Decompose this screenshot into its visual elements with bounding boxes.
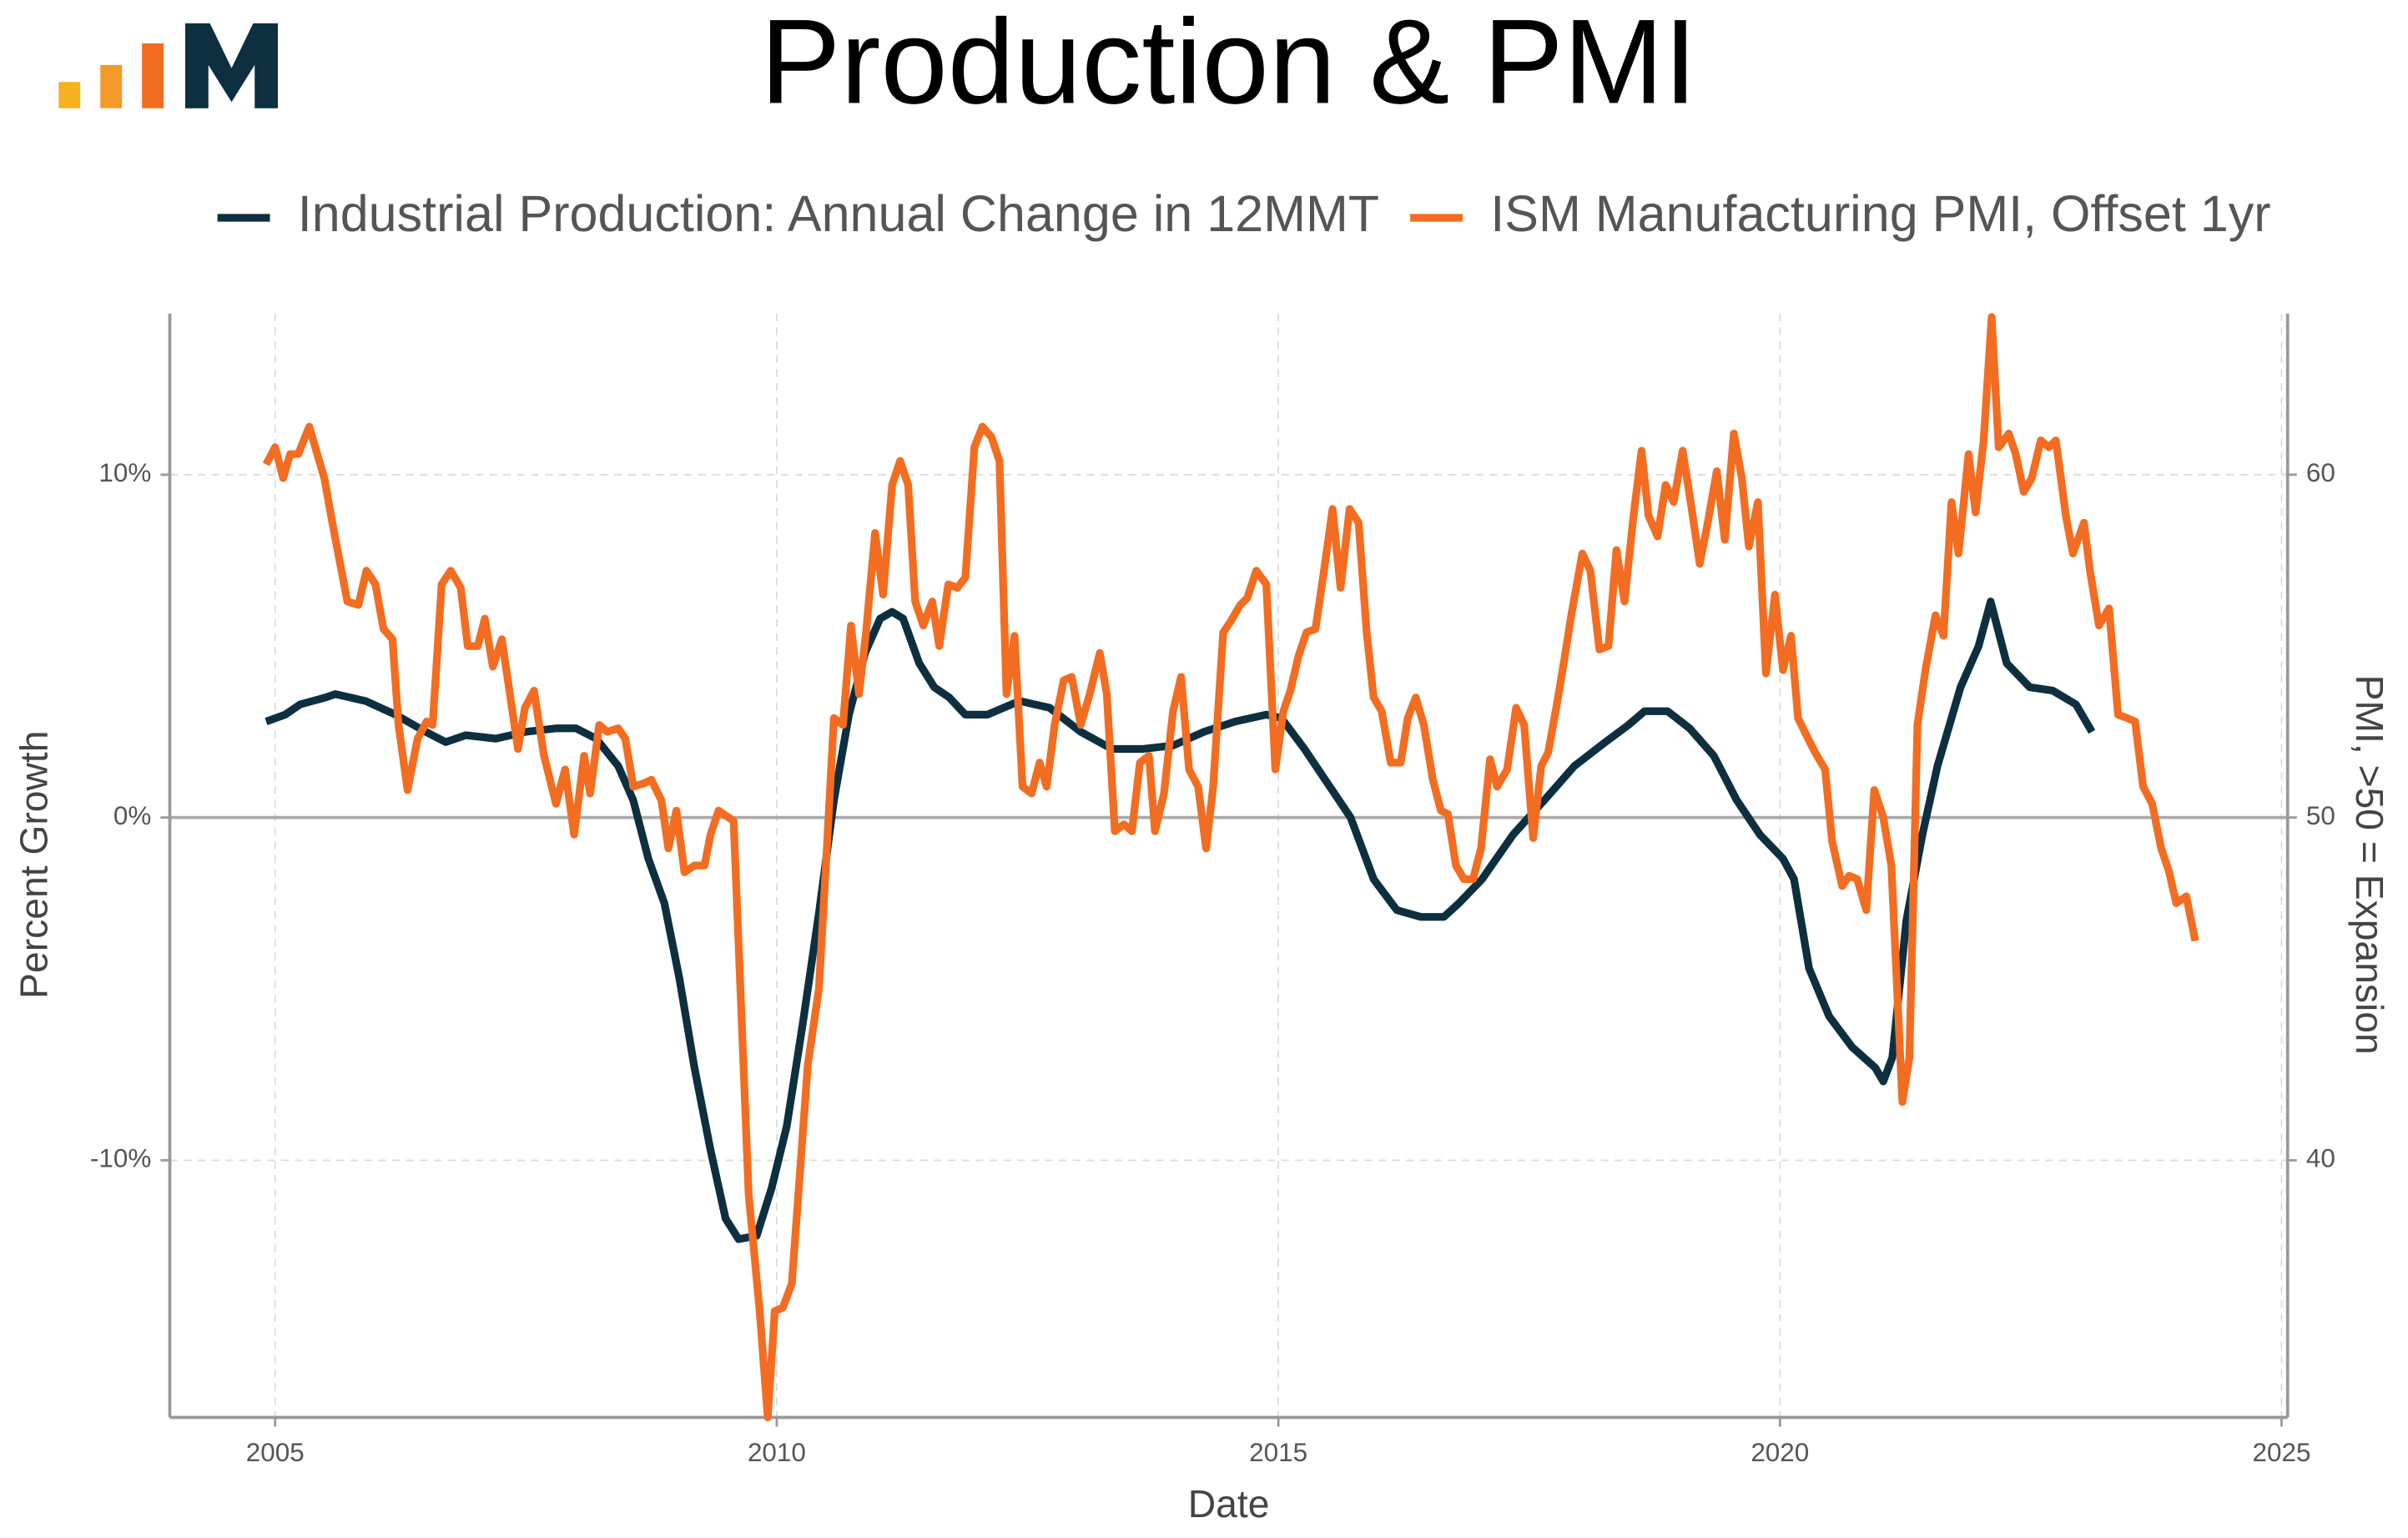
x-axis-title: Date: [1188, 1482, 1270, 1525]
x-tick-label: 2005: [246, 1438, 305, 1467]
legend-item: ISM Manufacturing PMI, Offset 1yr: [1410, 185, 2271, 242]
x-tick-label: 2010: [748, 1438, 806, 1467]
y-tick-label: 0%: [113, 801, 151, 830]
series-line: [262, 313, 2199, 1422]
logo-bar: [142, 43, 164, 108]
legend: Industrial Production: Annual Change in …: [217, 185, 2271, 242]
logo-mark: [185, 23, 278, 108]
series-line: [264, 598, 2096, 1243]
plot-area: 2005 2010 2015 2020 2025 -10% 0% 10% 40 50 60: [90, 313, 2335, 1467]
x-tick-label: 2015: [1249, 1438, 1307, 1467]
y2-tick-label: 40: [2306, 1144, 2335, 1173]
y-tick-label: 10%: [98, 458, 151, 487]
y-axis-title: Percent Growth: [13, 731, 56, 999]
logo: [58, 23, 278, 108]
y2-axis-title: PMI, >50 = Expansion: [2348, 675, 2391, 1055]
legend-label: Industrial Production: Annual Change in …: [298, 185, 1379, 242]
y2-tick-label: 50: [2306, 801, 2335, 830]
x-tick-label: 2020: [1751, 1438, 1809, 1467]
logo-bar: [100, 64, 123, 108]
chart-title: Production & PMI: [760, 0, 1697, 129]
x-tick-label: 2025: [2253, 1438, 2311, 1467]
legend-item: Industrial Production: Annual Change in …: [217, 185, 1379, 242]
y-tick-label: -10%: [90, 1144, 151, 1173]
legend-label: ISM Manufacturing PMI, Offset 1yr: [1490, 185, 2270, 242]
logo-bar: [58, 82, 81, 108]
y2-tick-label: 60: [2306, 458, 2335, 487]
